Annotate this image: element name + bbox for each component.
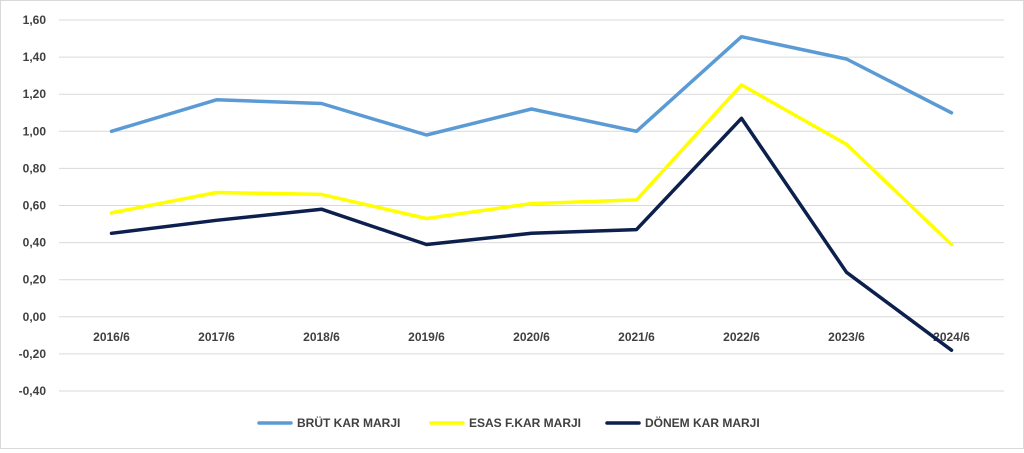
y-tick-label: 1,40 <box>23 50 47 64</box>
legend-label: ESAS F.KAR MARJI <box>469 416 581 430</box>
gridlines <box>59 19 1004 392</box>
y-tick-label: 0,20 <box>23 273 47 287</box>
y-tick-label: 0,40 <box>23 236 47 250</box>
y-axis-ticks: -0,40 -0,20 0,00 0,20 0,40 0,60 0,80 1,00 1,20 1,… <box>19 13 47 398</box>
x-tick-label: 2023/6 <box>828 330 865 344</box>
x-tick-label: 2016/6 <box>93 330 130 344</box>
x-tick-label: 2019/6 <box>408 330 445 344</box>
series-line-3 <box>109 116 954 352</box>
y-tick-label: 0,80 <box>23 161 47 175</box>
x-tick-label: 2017/6 <box>198 330 235 344</box>
y-tick-label: -0,40 <box>19 384 47 398</box>
series-line-2 <box>109 83 954 247</box>
x-tick-label: 2018/6 <box>303 330 340 344</box>
x-tick-label: 2024/6 <box>933 330 970 344</box>
x-tick-label: 2021/6 <box>618 330 655 344</box>
legend: BRÜT KAR MARJI ESAS F.KAR MARJI DÖNEM KAR … <box>257 415 760 430</box>
y-tick-label: -0,20 <box>19 347 47 361</box>
y-tick-label: 0,60 <box>23 199 47 213</box>
x-axis-ticks: 2016/6 2017/6 2018/6 2019/6 2020/6 2021/6 2022… <box>93 330 970 344</box>
y-tick-label: 1,20 <box>23 87 47 101</box>
x-tick-label: 2020/6 <box>513 330 550 344</box>
x-tick-label: 2022/6 <box>723 330 760 344</box>
series-lines <box>109 34 954 352</box>
series-line-1 <box>109 34 954 137</box>
y-tick-label: 1,60 <box>23 13 47 27</box>
y-tick-label: 0,00 <box>23 310 47 324</box>
legend-label: BRÜT KAR MARJI <box>297 415 400 430</box>
y-tick-label: 1,00 <box>23 124 47 138</box>
legend-label: DÖNEM KAR MARJI <box>645 415 760 430</box>
